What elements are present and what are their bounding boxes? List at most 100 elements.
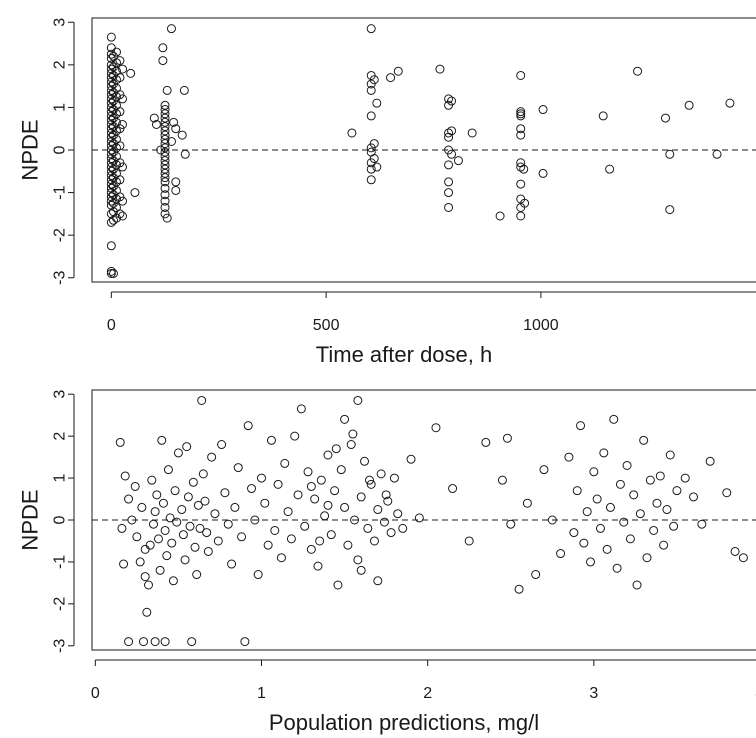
chart-panel-2: -3-2-1012301234Population predictions, m… xyxy=(18,389,756,735)
data-point xyxy=(444,202,454,212)
data-point xyxy=(157,435,167,445)
data-point xyxy=(315,536,325,546)
data-point xyxy=(635,509,645,519)
data-point xyxy=(602,544,612,554)
data-point xyxy=(160,173,170,183)
data-point xyxy=(652,498,662,508)
data-point xyxy=(373,505,383,515)
data-point xyxy=(343,540,353,550)
data-point xyxy=(207,452,217,462)
data-point xyxy=(522,498,532,508)
data-point xyxy=(160,168,170,178)
data-point xyxy=(444,128,454,138)
data-point xyxy=(444,160,454,170)
data-point xyxy=(162,551,172,561)
data-point xyxy=(217,440,227,450)
data-point xyxy=(162,213,172,223)
data-point xyxy=(386,73,396,83)
data-point xyxy=(160,126,170,136)
data-point xyxy=(589,467,599,477)
data-point xyxy=(115,73,125,83)
data-point xyxy=(197,395,207,405)
data-point xyxy=(393,66,403,76)
data-point xyxy=(202,528,212,538)
data-point xyxy=(143,580,153,590)
data-point xyxy=(516,162,526,172)
data-point xyxy=(106,171,116,181)
data-point xyxy=(393,509,403,519)
x-tick-label: 0 xyxy=(107,317,116,334)
data-point xyxy=(132,532,142,542)
data-point xyxy=(106,68,116,78)
data-point xyxy=(323,450,333,460)
data-point xyxy=(331,444,341,454)
data-point xyxy=(447,149,457,159)
data-point xyxy=(173,448,183,458)
data-point xyxy=(619,517,629,527)
data-point xyxy=(680,473,690,483)
data-point xyxy=(659,540,669,550)
data-point xyxy=(516,211,526,221)
data-point xyxy=(160,134,170,144)
data-point xyxy=(340,502,350,512)
y-axis-title: NPDE xyxy=(18,119,43,180)
data-point xyxy=(697,519,707,529)
data-point xyxy=(642,553,652,563)
data-point xyxy=(520,198,530,208)
data-point xyxy=(290,431,300,441)
data-point xyxy=(106,158,116,168)
data-point xyxy=(106,196,116,206)
data-point xyxy=(481,437,491,447)
data-point xyxy=(149,113,159,123)
data-point xyxy=(336,465,346,475)
data-point xyxy=(160,117,170,127)
data-point xyxy=(118,119,128,129)
data-point xyxy=(306,544,316,554)
data-point xyxy=(655,471,665,481)
x-tick-label: 0 xyxy=(91,685,100,702)
data-point xyxy=(118,211,128,221)
data-point xyxy=(564,452,574,462)
data-point xyxy=(118,196,128,206)
data-point xyxy=(605,164,615,174)
data-point xyxy=(625,534,635,544)
data-point xyxy=(160,109,170,119)
data-point xyxy=(243,421,253,431)
data-point xyxy=(118,162,128,172)
data-point xyxy=(303,467,313,477)
data-point xyxy=(183,492,193,502)
data-point xyxy=(177,130,187,140)
data-point xyxy=(350,515,360,525)
data-point xyxy=(389,473,399,483)
data-point xyxy=(622,460,632,470)
data-point xyxy=(106,217,116,227)
data-point xyxy=(615,479,625,489)
data-point xyxy=(569,528,579,538)
data-point xyxy=(158,43,168,53)
y-tick-label: -2 xyxy=(52,228,69,242)
data-point xyxy=(106,111,116,121)
data-point xyxy=(444,177,454,187)
y-tick-label: 3 xyxy=(52,390,69,399)
data-point xyxy=(516,70,526,80)
data-point xyxy=(160,637,170,647)
data-point xyxy=(579,538,589,548)
data-point xyxy=(106,115,116,125)
data-point xyxy=(126,68,136,78)
data-point xyxy=(629,490,639,500)
x-tick-label: 1000 xyxy=(523,317,559,334)
data-point xyxy=(366,111,376,121)
data-point xyxy=(712,149,722,159)
y-tick-label: 0 xyxy=(52,515,69,524)
data-point xyxy=(689,492,699,502)
data-point xyxy=(398,523,408,533)
data-point xyxy=(538,105,548,115)
data-point xyxy=(705,456,715,466)
data-point xyxy=(414,513,424,523)
data-point xyxy=(660,113,670,123)
data-point xyxy=(127,515,137,525)
data-point xyxy=(185,521,195,531)
data-point xyxy=(160,130,170,140)
data-point xyxy=(353,395,363,405)
data-point xyxy=(137,502,147,512)
